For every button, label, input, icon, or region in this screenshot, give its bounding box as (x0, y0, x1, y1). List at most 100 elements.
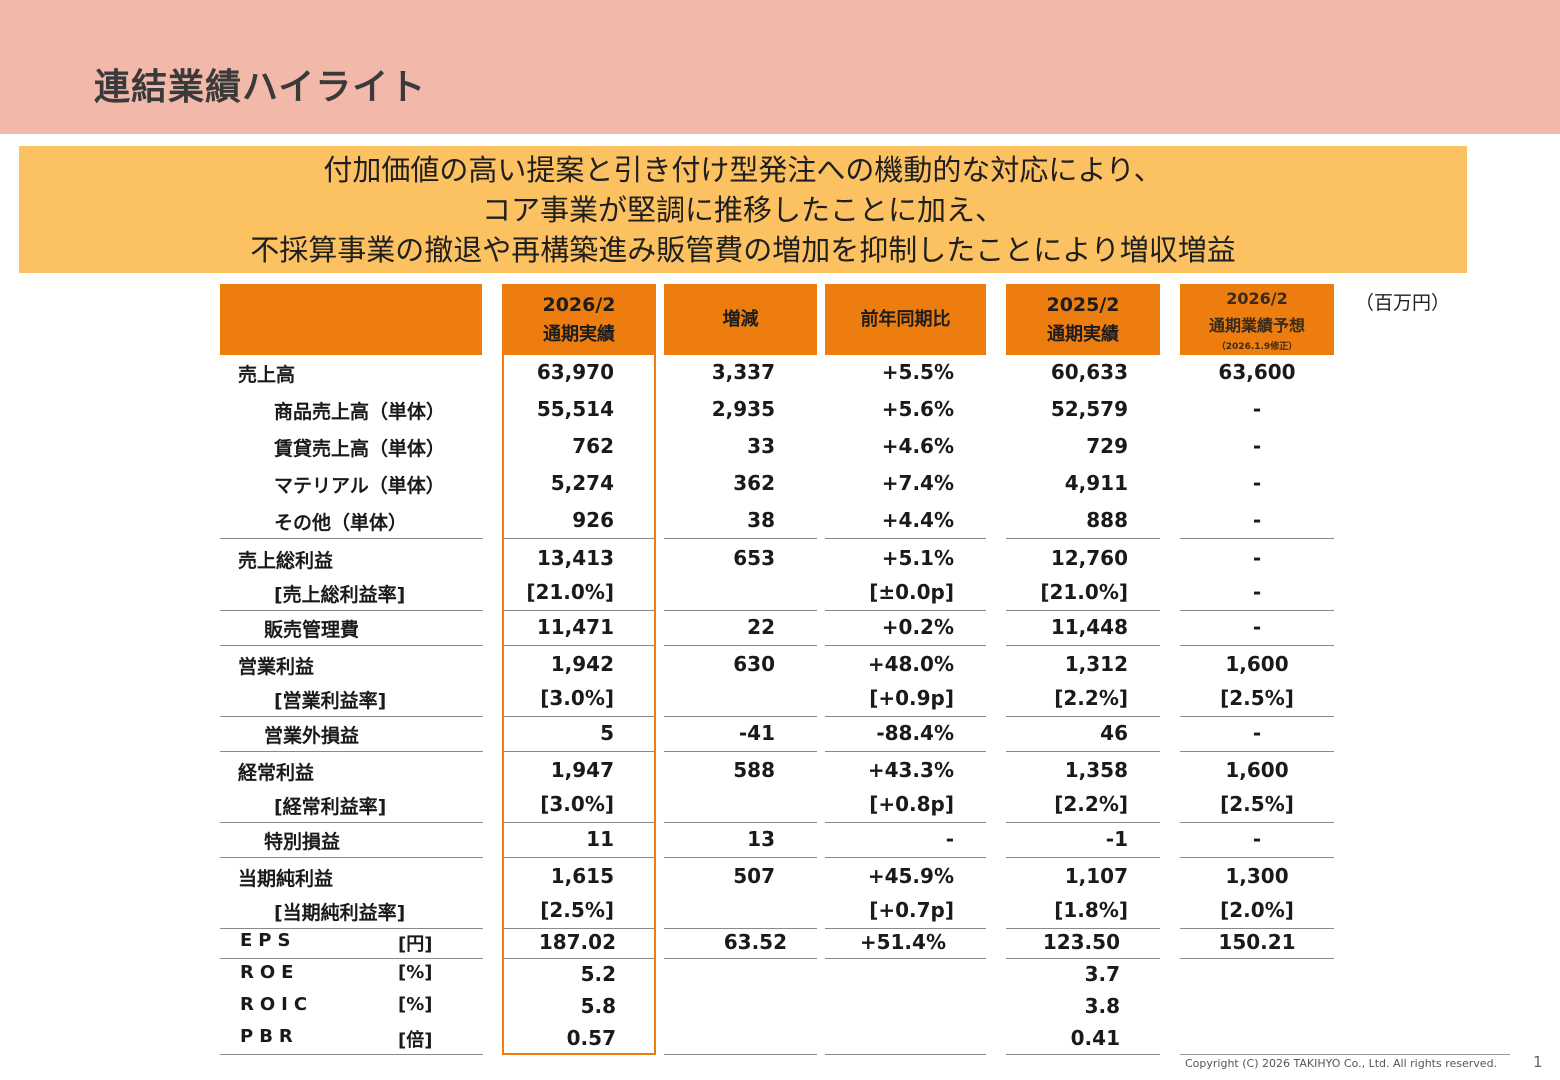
kpi-current: 187.02 (538, 930, 616, 954)
row-label: [経常利益率] (274, 796, 387, 818)
cell-forecast: - (1252, 580, 1262, 604)
cell-yoy: +0.2% (881, 615, 954, 639)
cell-previous: [21.0%] (1040, 580, 1128, 604)
header-diff-label: 増減 (722, 308, 759, 330)
row-divider (220, 716, 483, 717)
row-divider (502, 857, 656, 858)
row-divider (825, 716, 986, 717)
kpi-unit: [%] (398, 962, 433, 983)
row-divider (664, 538, 817, 539)
row-label: 商品売上高（単体） (274, 401, 446, 423)
row-label: 特別損益 (264, 831, 341, 853)
row-divider (1180, 958, 1334, 959)
cell-previous: 12,760 (1050, 546, 1128, 570)
cell-previous: 888 (1086, 508, 1128, 532)
header-previous-year: 2025/2 (1046, 293, 1120, 316)
row-divider (1180, 610, 1334, 611)
header-forecast-note: （2026.1.9修正） (1216, 341, 1298, 352)
row-divider (1006, 610, 1160, 611)
row-divider (825, 610, 986, 611)
kpi-previous: 123.50 (1042, 930, 1120, 954)
cell-diff: 3,337 (711, 360, 775, 384)
cell-forecast: - (1252, 827, 1262, 851)
banner-line: 付加価値の高い提案と引き付け型発注への機動的な対応により、 (323, 152, 1163, 187)
cell-yoy: - (945, 827, 954, 851)
row-divider (502, 645, 656, 646)
row-divider (220, 645, 483, 646)
cell-yoy: +5.6% (881, 397, 954, 421)
kpi-unit: [倍] (398, 1030, 433, 1051)
cell-forecast: 1,600 (1225, 758, 1289, 782)
row-divider (1006, 716, 1160, 717)
footer-divider (1180, 1054, 1510, 1055)
cell-yoy: +48.0% (867, 652, 954, 676)
cell-current: [3.0%] (540, 686, 614, 710)
cell-forecast: - (1252, 434, 1262, 458)
row-divider (502, 928, 656, 929)
cell-diff: 507 (733, 864, 775, 888)
row-divider (825, 538, 986, 539)
kpi-previous: 3.8 (1084, 994, 1120, 1018)
row-divider (825, 1054, 986, 1055)
header-diff: 増減 (664, 284, 817, 355)
row-divider (502, 716, 656, 717)
row-label: その他（単体） (274, 512, 408, 534)
row-divider (1006, 857, 1160, 858)
copyright: Copyright (C) 2026 TAKIHYO Co., Ltd. All… (1185, 1057, 1498, 1070)
cell-previous: 1,107 (1064, 864, 1128, 888)
cell-current: 5 (600, 721, 614, 745)
row-divider (664, 928, 817, 929)
row-divider (220, 1054, 483, 1055)
row-label: [営業利益率] (274, 690, 387, 712)
header-forecast-sub: 通期業績予想 (1208, 315, 1305, 335)
page-title: 連結業績ハイライト (94, 67, 427, 108)
cell-previous: [1.8%] (1054, 898, 1128, 922)
cell-current: [21.0%] (526, 580, 614, 604)
row-label: [売上総利益率] (274, 584, 406, 606)
cell-diff: 653 (733, 546, 775, 570)
cell-forecast: - (1252, 397, 1262, 421)
cell-current: 55,514 (536, 397, 614, 421)
cell-forecast: - (1252, 508, 1262, 532)
row-divider (1006, 751, 1160, 752)
banner-line: コア事業が堅調に推移したことに加え、 (481, 192, 1004, 227)
row-divider (664, 958, 817, 959)
row-divider (1006, 538, 1160, 539)
cell-previous: 4,911 (1064, 471, 1128, 495)
row-divider (1180, 716, 1334, 717)
row-divider (502, 958, 656, 959)
cell-yoy: +43.3% (867, 758, 954, 782)
cell-current: 1,947 (550, 758, 614, 782)
row-divider (1180, 822, 1334, 823)
cell-forecast: [2.5%] (1220, 686, 1294, 710)
cell-previous: 11,448 (1050, 615, 1128, 639)
row-divider (502, 538, 656, 539)
cell-diff: -41 (738, 721, 775, 745)
row-label: 経常利益 (238, 762, 315, 784)
cell-current: [3.0%] (540, 792, 614, 816)
row-divider (1006, 1054, 1160, 1055)
cell-previous: 60,633 (1050, 360, 1128, 384)
row-divider (1006, 645, 1160, 646)
cell-previous: 46 (1100, 721, 1128, 745)
cell-yoy: +5.5% (881, 360, 954, 384)
cell-forecast: - (1252, 546, 1262, 570)
row-label: 営業外損益 (264, 725, 360, 747)
row-divider (664, 751, 817, 752)
cell-current: 1,942 (550, 652, 614, 676)
cell-forecast: 63,600 (1218, 360, 1296, 384)
cell-yoy: +4.6% (881, 434, 954, 458)
row-label: 営業利益 (238, 656, 315, 678)
row-divider (664, 716, 817, 717)
cell-current: 11,471 (536, 615, 614, 639)
row-divider (220, 958, 483, 959)
cell-previous: 52,579 (1050, 397, 1128, 421)
kpi-label: EPS (240, 930, 297, 951)
cell-current: 63,970 (536, 360, 614, 384)
row-divider (1006, 822, 1160, 823)
header-forecast-year: 2026/2 (1226, 288, 1288, 308)
row-divider (220, 538, 483, 539)
row-divider (664, 1054, 817, 1055)
row-divider (1180, 645, 1334, 646)
cell-diff: 362 (733, 471, 775, 495)
